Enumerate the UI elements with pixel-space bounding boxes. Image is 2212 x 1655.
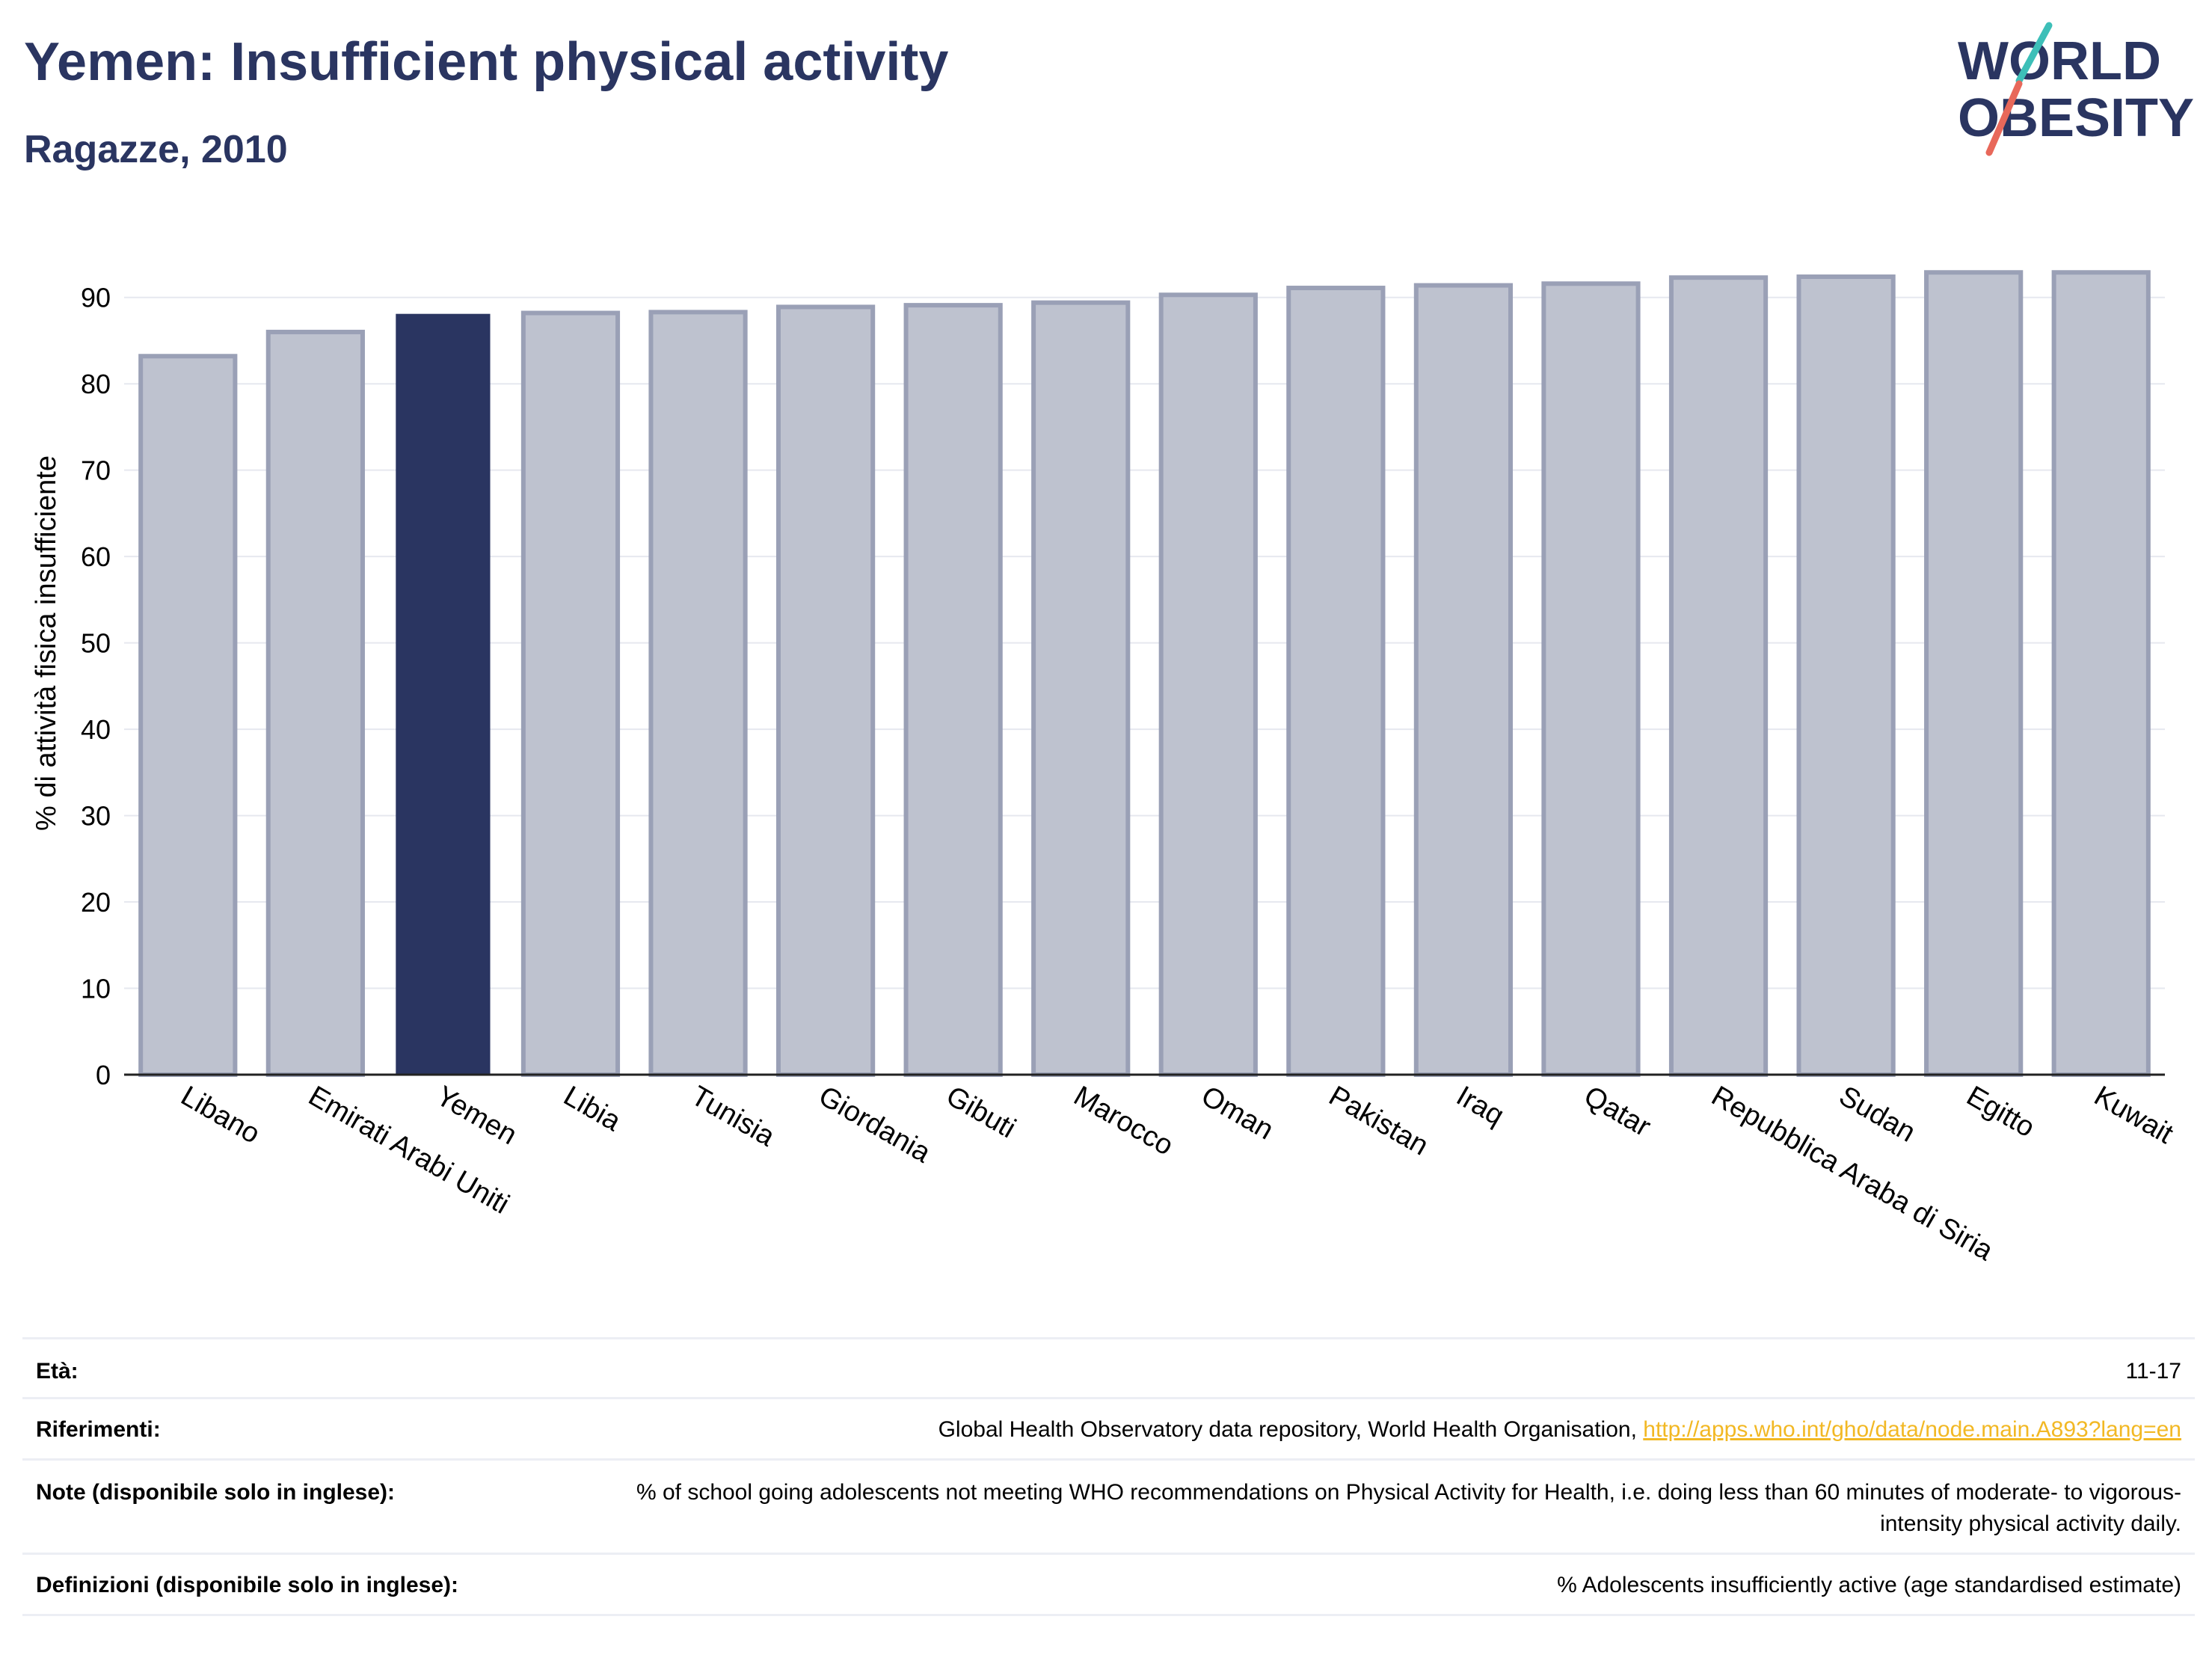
x-tick-label-giordania: Giordania bbox=[814, 1080, 936, 1169]
x-tick-label-egitto: Egitto bbox=[1961, 1080, 2040, 1143]
x-tick-label-sudan: Sudan bbox=[1834, 1080, 1920, 1148]
bar-oman bbox=[1158, 292, 1258, 1078]
meta-row-definitions: Definizioni (disponibile solo in inglese… bbox=[22, 1553, 2195, 1615]
bar-gibuti bbox=[903, 303, 1003, 1077]
meta-label-references: Riferimenti: bbox=[36, 1417, 161, 1442]
bar-yemen bbox=[396, 313, 491, 1075]
y-tick-label-70: 70 bbox=[81, 455, 111, 486]
bar-giordania bbox=[775, 304, 876, 1077]
meta-label-notes: Note (disponibile solo in inglese): bbox=[36, 1480, 396, 1505]
x-tick-label-kuwait: Kuwait bbox=[2089, 1080, 2178, 1150]
bar-libano bbox=[138, 354, 238, 1077]
y-tick-label-50: 50 bbox=[81, 628, 111, 659]
meta-value-references: Global Health Observatory data repositor… bbox=[591, 1398, 2195, 1460]
y-tick-label-10: 10 bbox=[81, 974, 111, 1004]
y-axis-label: % di attività fisica insufficiente bbox=[31, 455, 62, 831]
logo-line1: WORLD bbox=[1958, 31, 2161, 91]
x-tick-label-libano: Libano bbox=[176, 1080, 265, 1149]
x-tick-label-qatar: Qatar bbox=[1579, 1080, 1656, 1143]
x-tick-label-tunisia: Tunisia bbox=[686, 1080, 781, 1152]
y-tick-label-20: 20 bbox=[81, 887, 111, 918]
bar-marocco bbox=[1031, 300, 1131, 1077]
x-tick-label-oman: Oman bbox=[1196, 1080, 1279, 1146]
bar-libia bbox=[520, 310, 621, 1077]
bar-qatar bbox=[1541, 281, 1641, 1077]
references-link[interactable]: http://apps.who.int/gho/data/node.main.A… bbox=[1643, 1417, 2181, 1442]
y-tick-label-60: 60 bbox=[81, 541, 111, 572]
metadata-table: Età: 11-17 Riferimenti: Global Health Ob… bbox=[22, 1337, 2195, 1616]
x-tick-label-marocco: Marocco bbox=[1069, 1080, 1179, 1161]
x-tick-label-libia: Libia bbox=[558, 1080, 626, 1137]
meta-row-age: Età: 11-17 bbox=[22, 1338, 2195, 1398]
x-tick-label-yemen: Yemen bbox=[431, 1080, 522, 1151]
meta-value-definitions: % Adolescents insufficiently active (age… bbox=[1557, 1573, 2181, 1597]
x-tick-label-gibuti: Gibuti bbox=[941, 1080, 1021, 1144]
logo-slash-red bbox=[1985, 80, 2023, 156]
chart-title: Yemen: Insufficient physical activity bbox=[24, 32, 949, 92]
y-tick-label-90: 90 bbox=[81, 283, 111, 313]
bar-pakistan bbox=[1286, 286, 1386, 1077]
bar-emirati-arabi-uniti bbox=[265, 329, 365, 1077]
bar-repubblica-araba-di-siria bbox=[1668, 275, 1769, 1078]
bar-egitto bbox=[1924, 270, 2024, 1077]
bars bbox=[138, 270, 2151, 1078]
meta-row-references: Riferimenti: Global Health Observatory d… bbox=[22, 1398, 2195, 1460]
x-tick-label-pakistan: Pakistan bbox=[1324, 1080, 1434, 1161]
references-text: Global Health Observatory data repositor… bbox=[938, 1417, 1637, 1442]
meta-value-notes: % of school going adolescents not meetin… bbox=[636, 1480, 2181, 1536]
meta-value-age: 11-17 bbox=[2125, 1359, 2181, 1384]
bar-iraq bbox=[1413, 283, 1514, 1077]
meta-label-definitions: Definizioni (disponibile solo in inglese… bbox=[36, 1573, 459, 1597]
x-tick-label-iraq: Iraq bbox=[1451, 1080, 1509, 1132]
y-tick-label-40: 40 bbox=[81, 714, 111, 745]
y-tick-label-30: 30 bbox=[81, 801, 111, 832]
y-tick-label-80: 80 bbox=[81, 369, 111, 399]
meta-row-notes: Note (disponibile solo in inglese): % of… bbox=[22, 1459, 2195, 1554]
bar-sudan bbox=[1796, 274, 1896, 1077]
bar-kuwait bbox=[2051, 270, 2151, 1077]
chart-subtitle: Ragazze, 2010 bbox=[24, 128, 288, 171]
y-tick-label-0: 0 bbox=[96, 1060, 111, 1090]
meta-label-age: Età: bbox=[36, 1359, 79, 1384]
bar-tunisia bbox=[648, 310, 748, 1077]
world-obesity-logo: WORLD OBESITY bbox=[1958, 22, 2194, 156]
logo-slash-teal bbox=[2015, 22, 2053, 85]
